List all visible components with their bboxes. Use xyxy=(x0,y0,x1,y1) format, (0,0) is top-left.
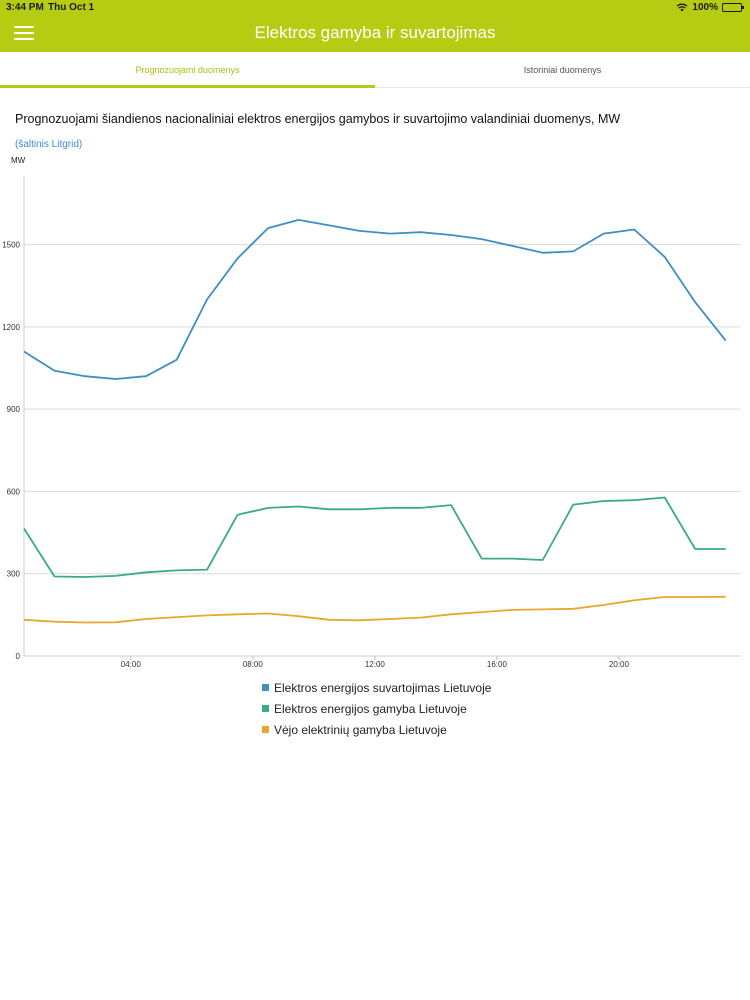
y-tick-label: 600 xyxy=(7,487,21,496)
chart-title: Prognozuojami šiandienos nacionaliniai e… xyxy=(15,112,621,126)
line-chart: MW 0 300 600 900 1200 1500 04:00 08:00 12:00 16:00… xyxy=(2,156,741,669)
y-tick-label: 1200 xyxy=(2,323,20,332)
tab-forecast-data[interactable]: Prognozuojami duomenys xyxy=(0,52,375,88)
battery-percent: 100% xyxy=(692,2,718,13)
legend-label-consumption: Elektros energijos suvartojimas Lietuvoj… xyxy=(274,680,492,695)
tab-historical-data[interactable]: Istoriniai duomenys xyxy=(523,65,602,75)
series-line-wind xyxy=(23,595,726,624)
source-link[interactable]: (šaltinis Litgrid) xyxy=(15,139,83,150)
chart-legend: Elektros energijos suvartojimas Lietuvoj… xyxy=(262,677,491,740)
status-date: Thu Oct 1 xyxy=(48,2,95,13)
menu-icon[interactable] xyxy=(14,24,34,42)
x-tick-label: 04:00 xyxy=(121,660,142,669)
x-tick-label: 20:00 xyxy=(609,660,630,669)
x-tick-label: 16:00 xyxy=(487,660,508,669)
battery-icon xyxy=(722,3,744,12)
y-tick-label: 900 xyxy=(7,405,21,414)
legend-swatch-consumption xyxy=(262,684,269,691)
y-tick-label: 300 xyxy=(7,570,21,579)
status-bar: 3:44 PM Thu Oct 1 100% xyxy=(0,0,750,16)
legend-label-wind: Vėjo elektrinių gamyba Lietuvoje xyxy=(274,722,447,737)
legend-item-generation[interactable]: Elektros energijos gamyba Lietuvoje xyxy=(262,698,491,719)
series-line-generation xyxy=(23,496,726,578)
wifi-icon xyxy=(676,3,688,12)
tab-bar: Prognozuojami duomenys Istoriniai duomen… xyxy=(0,52,750,88)
page-title: Elektros gamyba ir suvartojimas xyxy=(254,23,496,42)
status-time: 3:44 PM xyxy=(6,2,44,13)
x-tick-label: 08:00 xyxy=(243,660,264,669)
legend-item-wind[interactable]: Vėjo elektrinių gamyba Lietuvoje xyxy=(262,719,491,740)
legend-swatch-generation xyxy=(262,705,269,712)
y-axis-label: MW xyxy=(11,156,26,165)
series-line-consumption xyxy=(23,218,727,380)
status-indicators: 100% xyxy=(676,2,744,13)
legend-label-generation: Elektros energijos gamyba Lietuvoje xyxy=(274,701,467,716)
y-tick-label: 0 xyxy=(16,652,21,661)
x-tick-label: 12:00 xyxy=(365,660,386,669)
legend-item-consumption[interactable]: Elektros energijos suvartojimas Lietuvoj… xyxy=(262,677,491,698)
app-header: 3:44 PM Thu Oct 1 100% Elektros gamyba i… xyxy=(0,0,750,52)
legend-swatch-wind xyxy=(262,726,269,733)
y-tick-label: 1500 xyxy=(2,241,20,250)
